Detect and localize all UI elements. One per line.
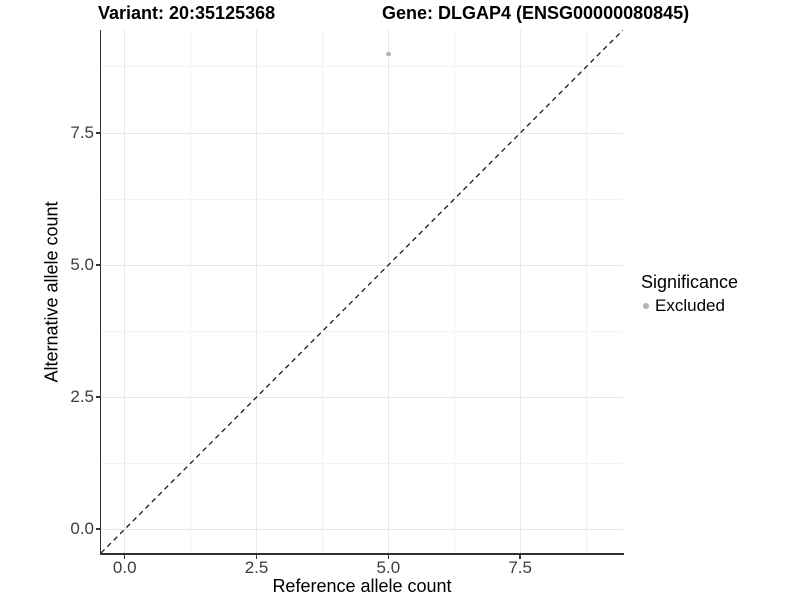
- x-tick-mark: [519, 554, 521, 559]
- gridline-minor-horizontal: [101, 330, 623, 332]
- y-tick-label: 7.5: [70, 123, 94, 142]
- y-tick-label: 5.0: [70, 255, 94, 275]
- legend-item-excluded: Excluded: [641, 296, 738, 316]
- gridline-major-vertical: [256, 30, 258, 553]
- gridline-major-vertical: [387, 30, 389, 553]
- x-tick-label: 0.0: [112, 558, 137, 577]
- plot-title-variant: Variant: 20:35125368: [98, 3, 276, 23]
- gridline-minor-vertical: [585, 30, 587, 553]
- x-tick-mark: [123, 554, 126, 559]
- gridline-major-horizontal: [101, 396, 623, 398]
- y-tick-mark: [95, 528, 100, 530]
- legend-point-icon: [643, 303, 649, 309]
- y-tick-mark: [95, 396, 100, 398]
- y-tick-label: 2.5: [70, 387, 94, 407]
- gridline-minor-horizontal: [101, 462, 623, 464]
- x-tick-label: 2.5: [244, 558, 269, 577]
- legend-title: Significance: [641, 272, 739, 292]
- y-axis-line: [99, 30, 101, 555]
- plot-title-gene: Gene: DLGAP4 (ENSG00000080845): [382, 3, 690, 23]
- gridline-major-horizontal: [101, 132, 623, 134]
- data-point-excluded: [386, 51, 391, 56]
- gridline-major-vertical: [519, 30, 521, 553]
- x-tick-mark: [255, 554, 258, 559]
- x-axis-line: [99, 553, 624, 555]
- gridline-major-horizontal: [101, 528, 623, 530]
- gridline-minor-vertical: [453, 30, 455, 553]
- x-axis-title: Reference allele count: [272, 576, 452, 596]
- x-tick-mark: [387, 554, 390, 559]
- y-axis-title: Alternative allele count: [41, 201, 62, 383]
- x-tick-label: 7.5: [508, 558, 532, 577]
- y-tick-mark: [95, 264, 100, 266]
- identity-reference-line: [101, 30, 623, 553]
- y-tick-label: 0.0: [70, 519, 94, 539]
- gridline-minor-vertical: [190, 30, 192, 553]
- gridline-minor-horizontal: [101, 66, 623, 68]
- legend-item-label: Excluded: [655, 296, 725, 315]
- gridline-major-horizontal: [101, 264, 623, 266]
- y-tick-mark: [95, 132, 100, 134]
- x-tick-label: 5.0: [376, 558, 401, 577]
- gridline-minor-vertical: [321, 30, 323, 553]
- plot-panel: [101, 30, 623, 553]
- gridline-minor-horizontal: [101, 198, 623, 200]
- legend: Significance Excluded: [641, 272, 738, 316]
- gridline-major-vertical: [124, 30, 126, 553]
